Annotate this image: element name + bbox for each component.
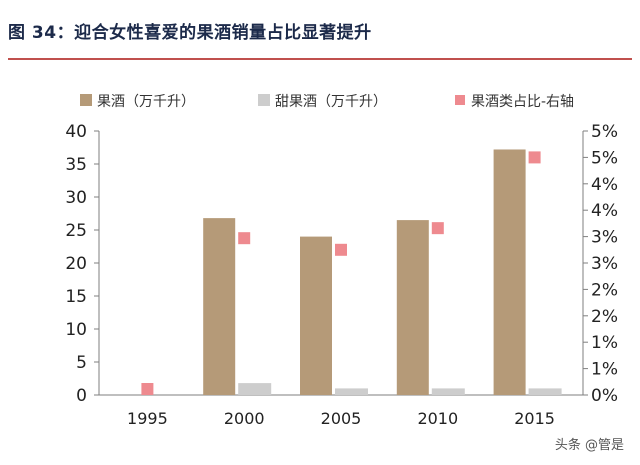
left-tick-label: 5 [76,353,87,373]
watermark: 头条 @管是 [554,438,624,453]
share-marker [528,151,541,164]
left-axis-ticks: 0 5 10 15 20 25 30 35 40 [65,122,99,406]
bar-sweet-fruit-wine [431,388,465,395]
legend-label-fruit-wine: 果酒（万千升） [97,94,195,110]
legend-label-share: 果酒类占比-右轴 [471,94,574,110]
bar-fruit-wine [300,236,332,395]
share-marker [335,243,347,256]
category-label: 1995 [127,409,168,428]
left-tick-label: 30 [65,188,87,208]
right-tick-label: 4% [591,201,618,221]
bar-sweet-fruit-wine [238,383,272,395]
right-tick-label: 3% [591,254,618,274]
bar-sweet-fruit-wine [528,388,562,395]
right-tick-label: 2% [591,280,618,300]
share-markers [141,151,541,395]
right-tick-label: 1% [591,360,618,380]
legend-swatch-sweet-fruit-wine [258,94,270,106]
figure-title: 图 34：迎合女性喜爱的果酒销量占比显著提升 [8,23,372,43]
left-tick-label: 0 [76,386,87,406]
right-tick-label: 5% [591,122,618,142]
bar-fruit-wine [203,218,236,395]
legend: 果酒（万千升） 甜果酒（万千升） 果酒类占比-右轴 [80,94,574,110]
legend-swatch-fruit-wine [80,94,92,106]
title-divider [8,58,632,60]
left-tick-label: 40 [65,122,87,142]
left-tick-label: 35 [65,155,87,175]
legend-swatch-share-marker [455,95,465,105]
left-tick-label: 10 [65,320,87,340]
bar-fruit-wine [396,220,429,395]
right-tick-label: 0% [591,386,618,406]
share-marker [238,232,251,245]
right-axis-ticks: 0% 1% 1% 2% 2% 3% 3% 4% 4% 5% 5% [583,122,618,406]
legend-label-sweet-fruit-wine: 甜果酒（万千升） [275,94,387,110]
right-tick-label: 3% [591,228,618,248]
share-marker [141,383,154,395]
right-tick-label: 1% [591,333,618,353]
category-labels: 1995 2000 2005 2010 2015 [127,409,555,428]
category-label: 2005 [321,409,362,428]
bar-fruit-wine [493,149,526,395]
category-label: 2010 [417,409,458,428]
right-tick-label: 4% [591,175,618,195]
bar-sweet-fruit-wine [335,388,368,395]
category-label: 2000 [224,409,265,428]
share-marker [431,222,444,235]
left-tick-label: 25 [65,221,87,241]
right-tick-label: 5% [591,148,618,168]
bars [203,149,562,395]
left-tick-label: 20 [65,254,87,274]
category-label: 2015 [514,409,555,428]
left-tick-label: 15 [65,287,87,307]
right-tick-label: 2% [591,307,618,327]
